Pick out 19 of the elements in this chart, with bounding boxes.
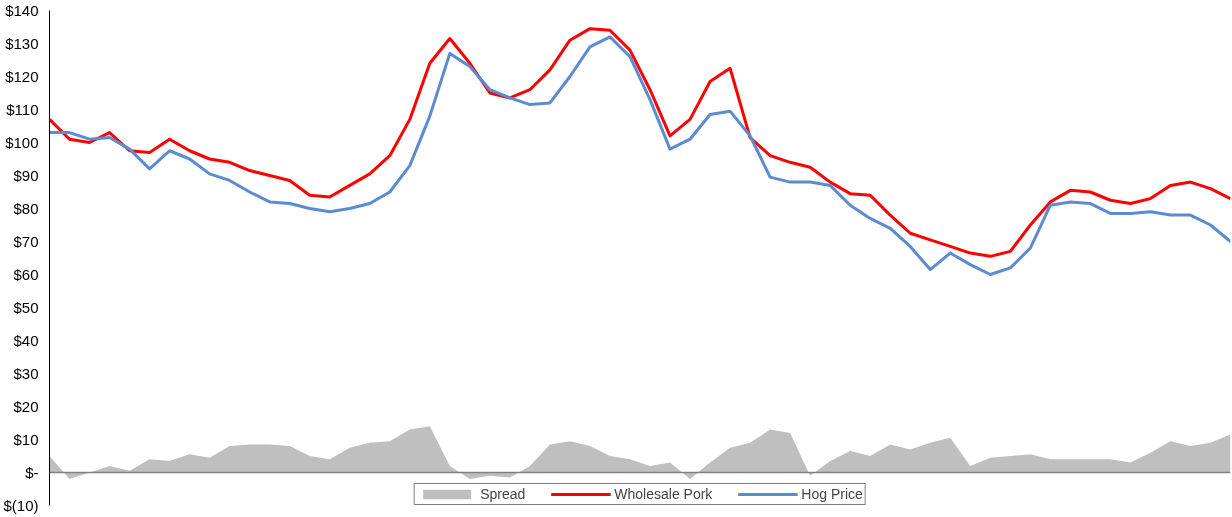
y-tick-label: $40 [13,332,39,349]
y-tick-label: $130 [5,35,39,52]
y-tick-label: $10 [13,431,39,448]
y-tick-label: $- [25,464,39,481]
y-tick-label: $60 [13,266,39,283]
y-tick-label: $70 [13,233,39,250]
y-tick-label: $110 [6,101,39,118]
y-tick-label: $30 [13,365,39,382]
y-tick-label: $20 [13,398,39,415]
y-tick-label: $80 [13,200,39,217]
y-tick-label: $120 [5,68,39,85]
y-tick-label: $100 [5,134,39,151]
y-tick-label: $90 [13,167,39,184]
legend-label: Spread [480,486,526,502]
y-tick-label: $50 [13,299,39,316]
legend-label: Wholesale Pork [614,486,713,502]
y-tick-label: $(10) [3,497,39,514]
y-tick-label: $140 [5,2,39,19]
legend-label: Hog Price [801,486,863,502]
